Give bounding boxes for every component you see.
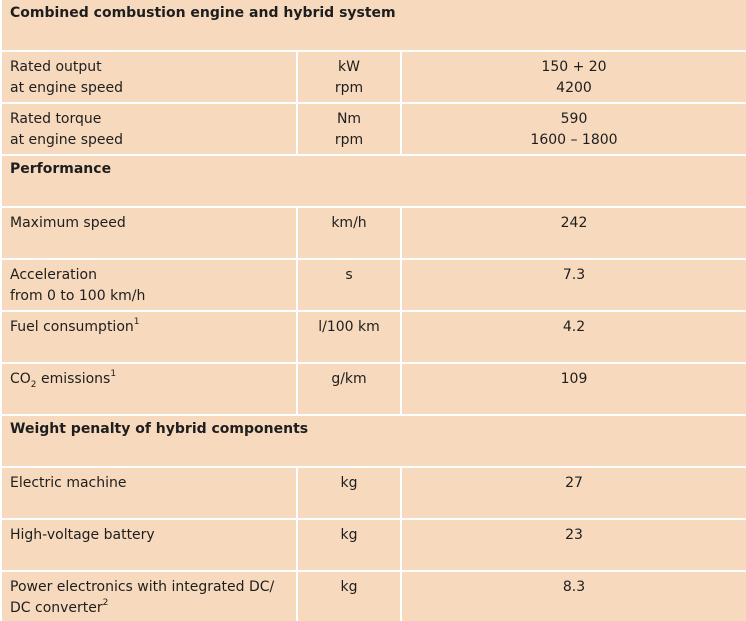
row-label: Rated torque at engine speed <box>2 104 296 154</box>
row-unit-line: kW <box>338 59 360 75</box>
row-unit: kg <box>296 572 400 621</box>
row-unit: s <box>296 260 400 310</box>
row-unit: kg <box>296 520 400 570</box>
row-value-line: 150 + 20 <box>541 59 607 75</box>
footnote-marker: 1 <box>110 369 117 380</box>
row-label-line: Acceleration <box>10 267 97 283</box>
row-label: Electric machine <box>10 475 127 491</box>
table-row-power-electronics: Power electronics with integrated DC/ DC… <box>2 572 746 621</box>
table-row-rated-torque: Rated torque at engine speed Nm rpm 590 … <box>2 104 746 156</box>
row-label: Rated output at engine speed <box>2 52 296 102</box>
row-label: High-voltage battery <box>10 527 155 543</box>
row-value: 8.3 <box>400 572 746 621</box>
row-unit: kg <box>296 468 400 518</box>
row-value: 4.2 <box>400 312 746 362</box>
row-label-text: Fuel consumption <box>10 319 134 335</box>
table-row-fuel-consumption: Fuel consumption1 l/100 km 4.2 <box>2 312 746 364</box>
row-unit-line: Nm <box>336 111 362 127</box>
row-unit: g/km <box>296 364 400 414</box>
table-row-battery: High-voltage battery kg 23 <box>2 520 746 572</box>
subscript: 2 <box>30 379 37 390</box>
table-row-acceleration: Acceleration from 0 to 100 km/h s 7.3 <box>2 260 746 312</box>
footnote-marker: 1 <box>133 317 140 328</box>
section-performance-header: Performance <box>2 156 746 208</box>
row-value-line: 590 <box>560 111 588 127</box>
row-unit: Nm rpm <box>296 104 400 154</box>
row-value: 27 <box>400 468 746 518</box>
row-value: 109 <box>400 364 746 414</box>
row-label-line: from 0 to 100 km/h <box>10 288 146 304</box>
row-label-line: at engine speed <box>10 80 124 96</box>
row-value: 590 1600 – 1800 <box>400 104 746 154</box>
section-title: Combined combustion engine and hybrid sy… <box>10 5 396 21</box>
row-label-line: at engine speed <box>10 132 124 148</box>
row-label: Fuel consumption1 <box>2 312 296 362</box>
row-unit-line: rpm <box>334 132 364 148</box>
row-unit: l/100 km <box>296 312 400 362</box>
row-value: 23 <box>400 520 746 570</box>
row-value: 150 + 20 4200 <box>400 52 746 102</box>
row-value: 242 <box>400 208 746 258</box>
table-row-co2-emissions: CO2 emissions1 g/km 109 <box>2 364 746 416</box>
section-title: Performance <box>10 161 112 177</box>
row-label-line: Rated torque <box>10 111 102 127</box>
row-unit: km/h <box>296 208 400 258</box>
row-value: 7.3 <box>400 260 746 310</box>
row-value-line: 4200 <box>556 80 592 96</box>
section-title: Weight penalty of hybrid components <box>10 421 309 437</box>
row-label-text: emissions <box>36 371 111 387</box>
row-unit-line: rpm <box>334 80 364 96</box>
row-label-line: Rated output <box>10 59 102 75</box>
row-value-line: 1600 – 1800 <box>530 132 618 148</box>
row-unit: kW rpm <box>296 52 400 102</box>
row-label: Power electronics with integrated DC/ DC… <box>2 572 296 621</box>
table-row-max-speed: Maximum speed km/h 242 <box>2 208 746 260</box>
row-label-text: CO <box>10 371 31 387</box>
row-label-text: DC converter <box>10 600 103 616</box>
section-weight-header: Weight penalty of hybrid components <box>2 416 746 468</box>
section-combined-header: Combined combustion engine and hybrid sy… <box>2 0 746 52</box>
row-label: CO2 emissions1 <box>2 364 296 414</box>
footnote-marker: 2 <box>102 598 109 609</box>
row-label: Acceleration from 0 to 100 km/h <box>2 260 296 310</box>
row-label-line: Power electronics with integrated DC/ <box>10 579 275 595</box>
table-row-electric-machine: Electric machine kg 27 <box>2 468 746 520</box>
row-label: Maximum speed <box>10 215 126 231</box>
table-row-rated-output: Rated output at engine speed kW rpm 150 … <box>2 52 746 104</box>
row-label-line: DC converter2 <box>10 598 296 619</box>
